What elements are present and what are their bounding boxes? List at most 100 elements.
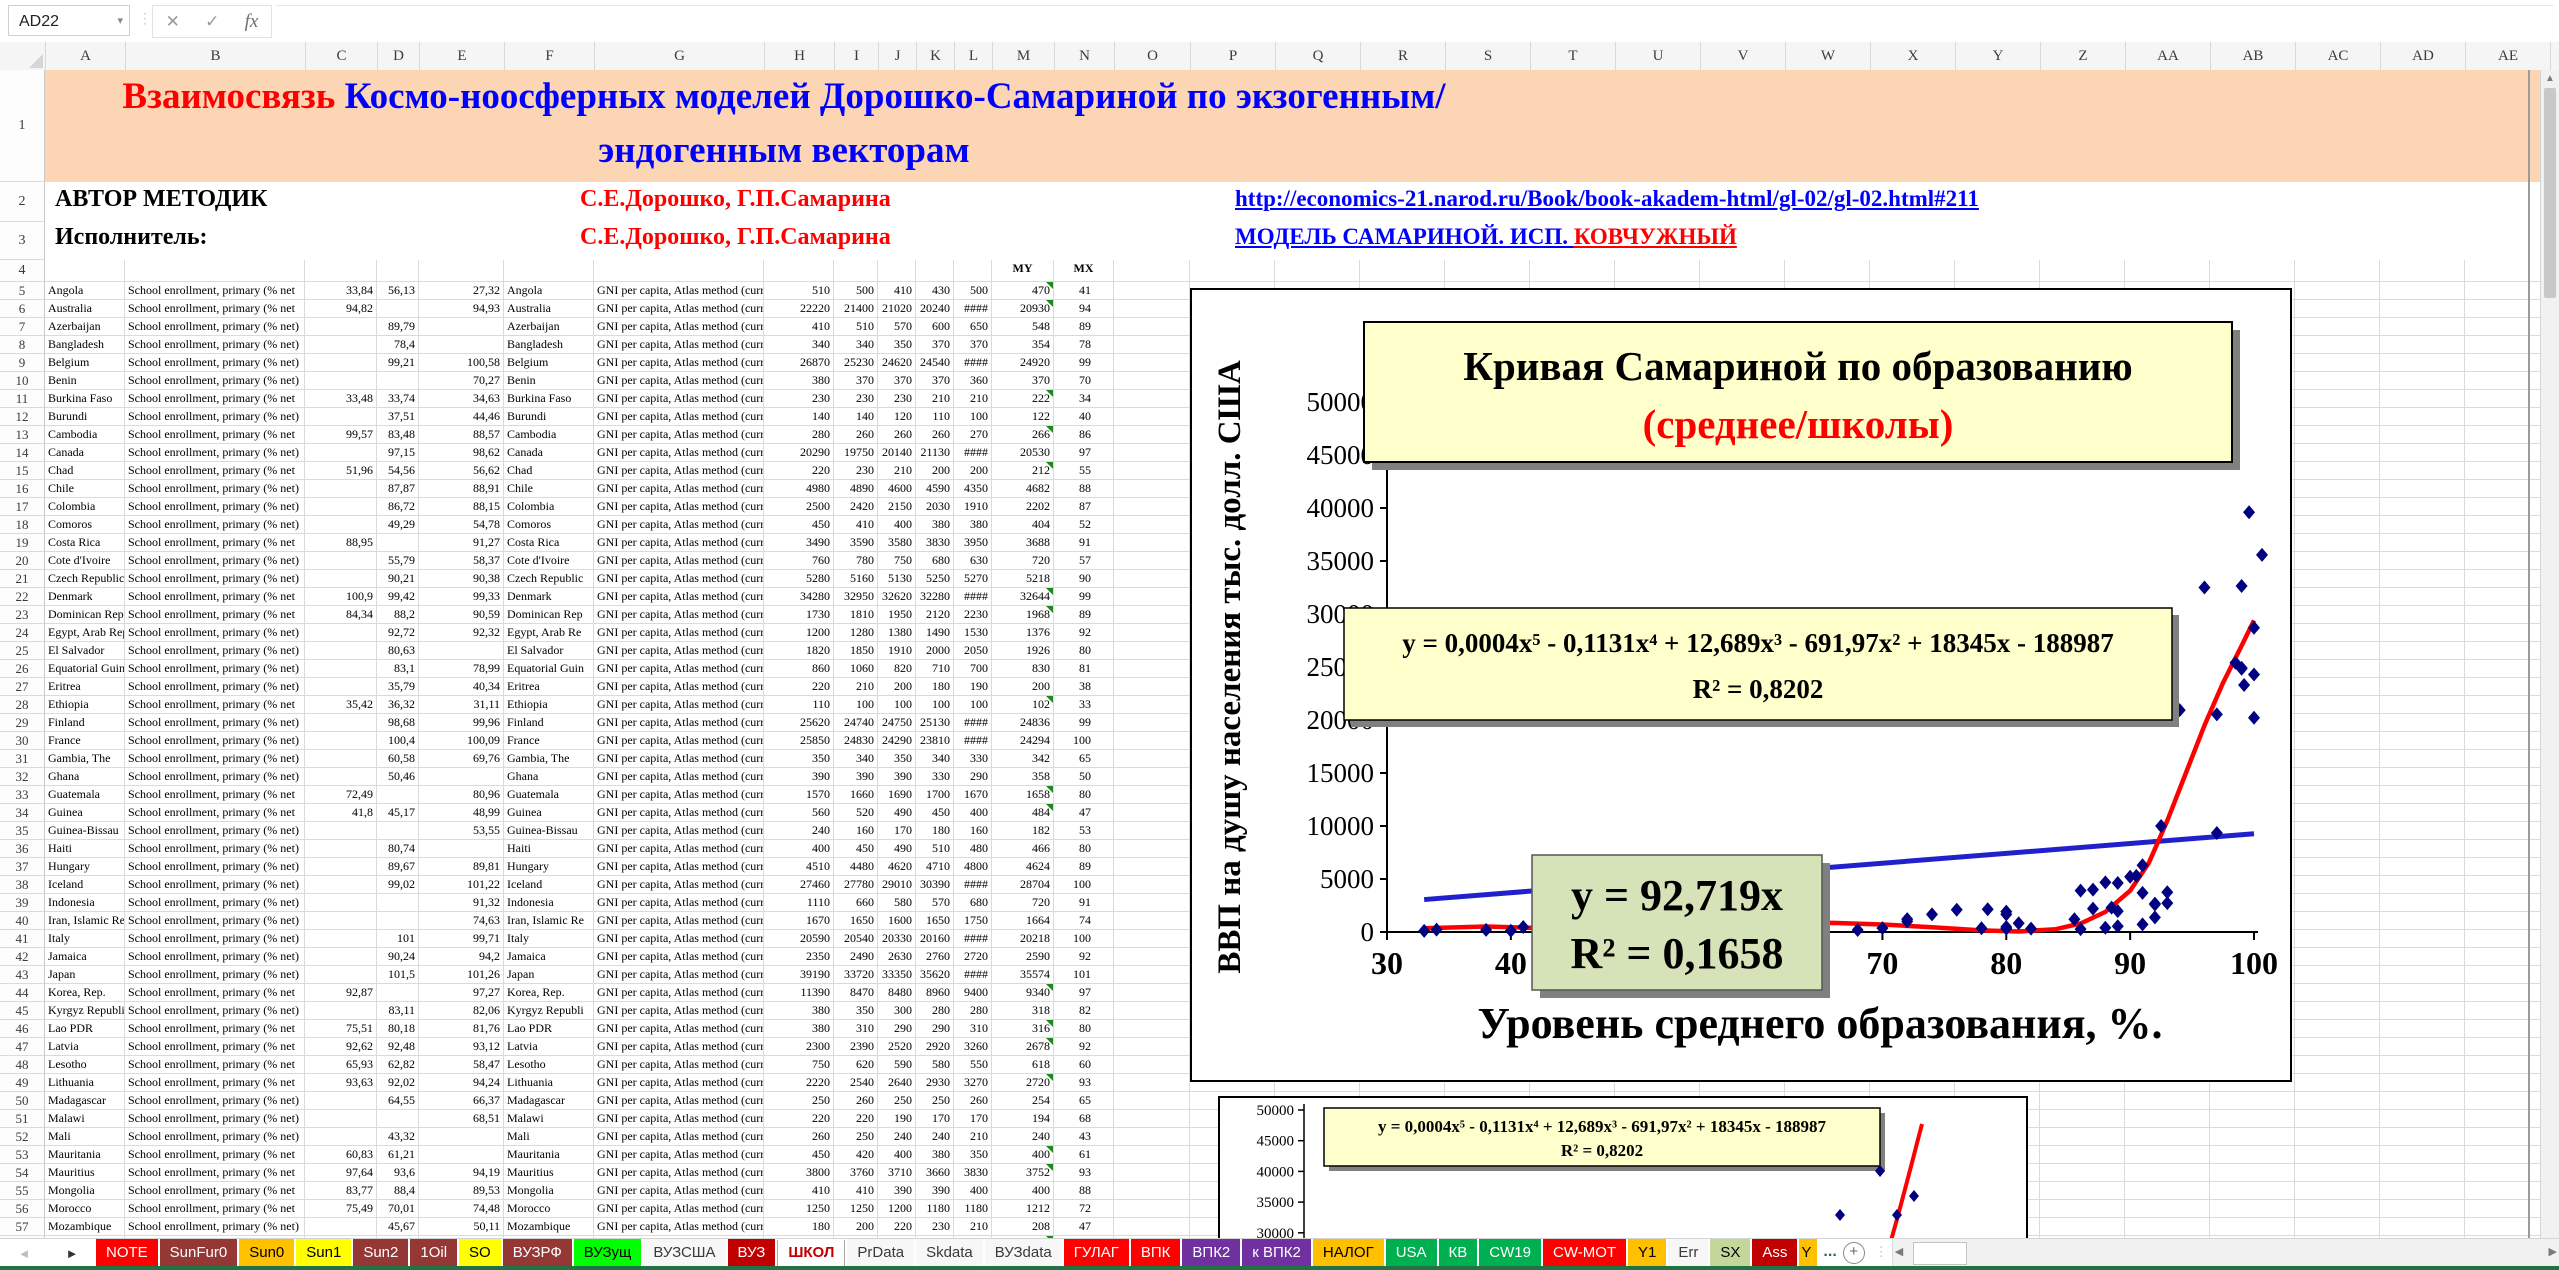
- indicator-cell[interactable]: School enrollment, primary (% net: [125, 1182, 305, 1200]
- value-cell[interactable]: 88,4: [377, 1182, 419, 1200]
- cell[interactable]: [1114, 1092, 1190, 1110]
- cell[interactable]: [2210, 1146, 2295, 1164]
- value-cell[interactable]: 220: [878, 1218, 916, 1236]
- indicator-cell[interactable]: GNI per capita, Atlas method (curren: [594, 282, 764, 300]
- cell[interactable]: [2465, 534, 2550, 552]
- cell[interactable]: [2295, 1218, 2380, 1236]
- cell[interactable]: [2380, 786, 2465, 804]
- indicator-cell[interactable]: GNI per capita, Atlas method (curren: [594, 1236, 764, 1238]
- my-cell[interactable]: 194: [992, 1110, 1054, 1128]
- value-cell[interactable]: 2350: [764, 948, 834, 966]
- value-cell[interactable]: 61,21: [377, 1146, 419, 1164]
- indicator-cell[interactable]: GNI per capita, Atlas method (curren: [594, 480, 764, 498]
- cell[interactable]: [2040, 1146, 2125, 1164]
- row-number[interactable]: 42: [0, 948, 45, 966]
- value-cell[interactable]: 630: [954, 552, 992, 570]
- value-cell[interactable]: 80,63: [377, 642, 419, 660]
- cell[interactable]: [1114, 408, 1190, 426]
- country-cell[interactable]: Mauritius: [45, 1164, 125, 1182]
- value-cell[interactable]: ####: [954, 714, 992, 732]
- value-cell[interactable]: 1820: [764, 642, 834, 660]
- row-number[interactable]: 8: [0, 336, 45, 354]
- cell[interactable]: [764, 260, 834, 282]
- cell[interactable]: [125, 260, 305, 282]
- value-cell[interactable]: 370: [916, 372, 954, 390]
- cell[interactable]: [2465, 480, 2550, 498]
- row-number[interactable]: 1: [0, 70, 45, 182]
- indicator-cell[interactable]: School enrollment, primary (% net: [125, 804, 305, 822]
- value-cell[interactable]: 750: [764, 1056, 834, 1074]
- value-cell[interactable]: 760: [764, 552, 834, 570]
- value-cell[interactable]: 101: [377, 930, 419, 948]
- cell[interactable]: [1114, 480, 1190, 498]
- value-cell[interactable]: 20590: [764, 930, 834, 948]
- indicator-cell[interactable]: GNI per capita, Atlas method (curren: [594, 1110, 764, 1128]
- row-number[interactable]: 21: [0, 570, 45, 588]
- samarina-curve-chart[interactable]: 0 5000 10000 15000 20000 25000 30000 35000 40000…: [1190, 288, 2292, 1082]
- my-cell[interactable]: 400: [992, 1146, 1054, 1164]
- value-cell[interactable]: 260: [834, 1092, 878, 1110]
- value-cell[interactable]: 8960: [916, 984, 954, 1002]
- value-cell[interactable]: [305, 876, 377, 894]
- value-cell[interactable]: 98,62: [419, 444, 504, 462]
- country-cell[interactable]: Ethiopia: [45, 696, 125, 714]
- cell[interactable]: [2380, 1092, 2465, 1110]
- cell[interactable]: [1114, 678, 1190, 696]
- cell[interactable]: [2295, 1020, 2380, 1038]
- value-cell[interactable]: 100: [834, 696, 878, 714]
- value-cell[interactable]: [377, 822, 419, 840]
- value-cell[interactable]: 380: [764, 1020, 834, 1038]
- cell[interactable]: [2465, 570, 2550, 588]
- my-cell[interactable]: 3688: [992, 534, 1054, 552]
- row-number[interactable]: 32: [0, 768, 45, 786]
- value-cell[interactable]: 220: [764, 462, 834, 480]
- value-cell[interactable]: 88,15: [419, 498, 504, 516]
- value-cell[interactable]: [377, 786, 419, 804]
- cell[interactable]: [2125, 1200, 2210, 1218]
- value-cell[interactable]: 37,51: [377, 408, 419, 426]
- scroll-up-icon[interactable]: ▲: [2545, 73, 2555, 84]
- row-number[interactable]: 34: [0, 804, 45, 822]
- value-cell[interactable]: 260: [764, 1128, 834, 1146]
- indicator-cell[interactable]: GNI per capita, Atlas method (curren: [594, 804, 764, 822]
- value-cell[interactable]: 1910: [878, 642, 916, 660]
- cell[interactable]: [1785, 260, 1870, 282]
- mx-cell[interactable]: 52: [1054, 516, 1114, 534]
- cell[interactable]: [2295, 480, 2380, 498]
- sheet-tab-ГУЛАГ[interactable]: ГУЛАГ: [1063, 1239, 1129, 1267]
- value-cell[interactable]: 89,81: [419, 858, 504, 876]
- cell[interactable]: [2465, 300, 2550, 318]
- value-cell[interactable]: [377, 912, 419, 930]
- value-cell[interactable]: 3660: [916, 1164, 954, 1182]
- column-header-C[interactable]: C: [306, 42, 378, 70]
- country-cell[interactable]: Ghana: [45, 768, 125, 786]
- value-cell[interactable]: 99,42: [377, 588, 419, 606]
- column-header-Y[interactable]: Y: [1956, 42, 2041, 70]
- country-cell[interactable]: Mauritania: [504, 1146, 594, 1164]
- cell[interactable]: [2380, 1056, 2465, 1074]
- value-cell[interactable]: [419, 1128, 504, 1146]
- my-cell[interactable]: 20530: [992, 444, 1054, 462]
- cell[interactable]: [1114, 642, 1190, 660]
- value-cell[interactable]: 1060: [834, 660, 878, 678]
- value-cell[interactable]: 1280: [834, 624, 878, 642]
- cell[interactable]: [1114, 930, 1190, 948]
- country-cell[interactable]: Chile: [504, 480, 594, 498]
- value-cell[interactable]: 3490: [764, 534, 834, 552]
- scroll-left-icon[interactable]: ◀: [1894, 1246, 1904, 1258]
- value-cell[interactable]: 140: [834, 408, 878, 426]
- country-cell[interactable]: Kyrgyz Republi: [504, 1002, 594, 1020]
- cell[interactable]: [2210, 1182, 2295, 1200]
- column-header-AE[interactable]: AE: [2466, 42, 2551, 70]
- value-cell[interactable]: 200: [916, 462, 954, 480]
- my-cell[interactable]: 1968: [992, 606, 1054, 624]
- column-header-K[interactable]: K: [917, 42, 955, 70]
- column-header-B[interactable]: B: [126, 42, 306, 70]
- value-cell[interactable]: 56,62: [419, 462, 504, 480]
- value-cell[interactable]: [305, 1092, 377, 1110]
- value-cell[interactable]: [377, 984, 419, 1002]
- country-cell[interactable]: Mozambique: [504, 1218, 594, 1236]
- cell[interactable]: [2295, 732, 2380, 750]
- value-cell[interactable]: [305, 480, 377, 498]
- value-cell[interactable]: 310: [834, 1020, 878, 1038]
